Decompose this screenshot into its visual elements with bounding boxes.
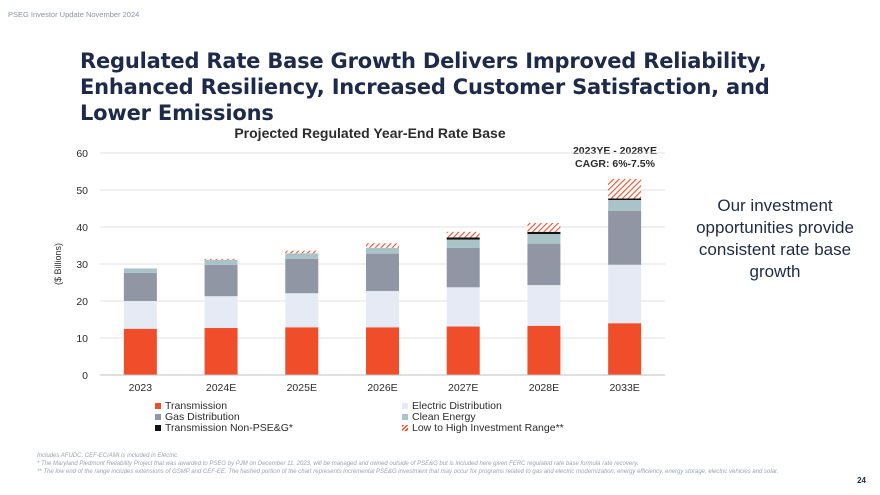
bar-clean_energy-2027e — [446, 239, 480, 248]
bar-range_hatch-2028e — [527, 222, 561, 232]
bar-gas_distribution-2024e — [204, 264, 238, 297]
legend-swatch — [155, 425, 161, 431]
legend-swatch — [402, 403, 408, 409]
page-number: 24 — [857, 476, 866, 485]
x-tick-label: 2026E — [367, 382, 397, 394]
legend-item-electric_distribution: Electric Distribution — [402, 400, 502, 412]
footnote-line-1: Includes AFUDC. CEF-EC/AMI is included i… — [37, 453, 179, 459]
legend-swatch — [155, 414, 161, 420]
footnotes: Includes AFUDC. CEF-EC/AMI is included i… — [37, 452, 817, 476]
legend-item-gas_distribution: Gas Distribution — [155, 411, 240, 423]
header-note: PSEG Investor Update November 2024 — [8, 10, 140, 19]
bar-clean_energy-2023 — [123, 268, 157, 273]
bar-clean_energy-2026e — [366, 247, 399, 254]
bar-gas_distribution-2033e — [608, 210, 642, 265]
x-tick-label: 2033E — [609, 382, 639, 394]
cagr-annotation: 2023YE - 2028YE CAGR: 6%-7.5% — [548, 145, 682, 171]
bar-transmission-2027e — [446, 326, 480, 375]
y-tick-label: 0 — [82, 370, 88, 382]
legend-item-transmission_non_pseg: Transmission Non-PSE&G* — [155, 422, 293, 434]
bar-transmission-2028e — [527, 325, 561, 375]
cagr-annotation-line1: 2023YE - 2028YE — [572, 145, 658, 157]
y-tick-label: 60 — [76, 148, 88, 160]
bar-range_hatch-2027e — [446, 231, 480, 238]
bar-electric_distribution-2025e — [285, 293, 319, 328]
legend-label: Low to High Investment Range** — [412, 422, 564, 434]
bar-gas_distribution-2028e — [527, 243, 561, 286]
bar-electric_distribution-2028e — [527, 285, 561, 326]
legend-label: Clean Energy — [412, 411, 476, 423]
footnote-line-3: ** The low end of the range includes ext… — [37, 469, 779, 475]
bar-transmission-2023 — [123, 328, 157, 375]
y-tick-label: 30 — [76, 259, 88, 271]
bar-transmission-2025e — [285, 327, 319, 375]
bar-electric_distribution-2023 — [123, 301, 157, 329]
bar-transmission-2024e — [204, 328, 238, 375]
bar-clean_energy-2028e — [527, 234, 561, 244]
bar-gas_distribution-2025e — [285, 258, 319, 294]
bar-gas_distribution-2026e — [366, 253, 399, 292]
x-tick-label: 2023 — [129, 382, 153, 394]
bar-transmission-2026e — [366, 327, 399, 375]
bar-range_hatch-2026e — [366, 243, 399, 248]
bar-range_hatch-2025e — [285, 250, 319, 254]
bar-range_hatch-2033e — [608, 178, 642, 199]
bar-range_hatch-2024e — [204, 258, 238, 260]
x-tick-label: 2025E — [287, 382, 317, 394]
y-tick-label: 10 — [76, 333, 88, 345]
y-tick-label: 20 — [76, 296, 88, 308]
x-tick-label: 2027E — [448, 382, 478, 394]
bar-transmission_non_pseg-2028e — [527, 231, 561, 235]
bar-electric_distribution-2033e — [608, 264, 642, 324]
legend-swatch — [402, 425, 408, 431]
x-tick-label: 2028E — [529, 382, 559, 394]
legend-label: Transmission — [165, 400, 228, 412]
legend-swatch — [402, 414, 408, 420]
legend-item-range_hatch: Low to High Investment Range** — [402, 422, 564, 434]
bar-clean_energy-2024e — [204, 259, 238, 265]
legend-item-clean_energy: Clean Energy — [402, 411, 476, 423]
legend-label: Transmission Non-PSE&G* — [165, 422, 293, 434]
bar-transmission-2033e — [608, 323, 642, 375]
legend-label: Electric Distribution — [412, 400, 502, 412]
y-axis-label: ($ Billions) — [53, 243, 63, 285]
chart-title: Projected Regulated Year-End Rate Base — [234, 125, 506, 141]
side-callout: Our investment opportunities provide con… — [696, 196, 854, 281]
y-tick-label: 40 — [76, 222, 88, 234]
cagr-annotation-line2: CAGR: 6%-7.5% — [575, 158, 655, 170]
bar-electric_distribution-2024e — [204, 296, 238, 329]
legend-label: Gas Distribution — [165, 411, 240, 423]
footnote-line-2: * The Maryland Piedmont Reliability Proj… — [37, 461, 639, 467]
bar-electric_distribution-2027e — [446, 287, 480, 327]
legend-swatch — [155, 403, 161, 409]
bar-transmission_non_pseg-2027e — [446, 237, 480, 240]
slide-title: Regulated Rate Base Growth Delivers Impr… — [80, 49, 770, 125]
bar-electric_distribution-2026e — [366, 291, 399, 328]
legend-item-transmission: Transmission — [155, 400, 227, 412]
bar-transmission_non_pseg-2033e — [608, 198, 642, 200]
x-tick-label: 2024E — [206, 382, 236, 394]
bar-gas_distribution-2023 — [123, 272, 157, 301]
bar-clean_energy-2033e — [608, 199, 642, 211]
y-tick-label: 50 — [76, 185, 88, 197]
bar-clean_energy-2025e — [285, 253, 319, 259]
bar-gas_distribution-2027e — [446, 247, 480, 288]
